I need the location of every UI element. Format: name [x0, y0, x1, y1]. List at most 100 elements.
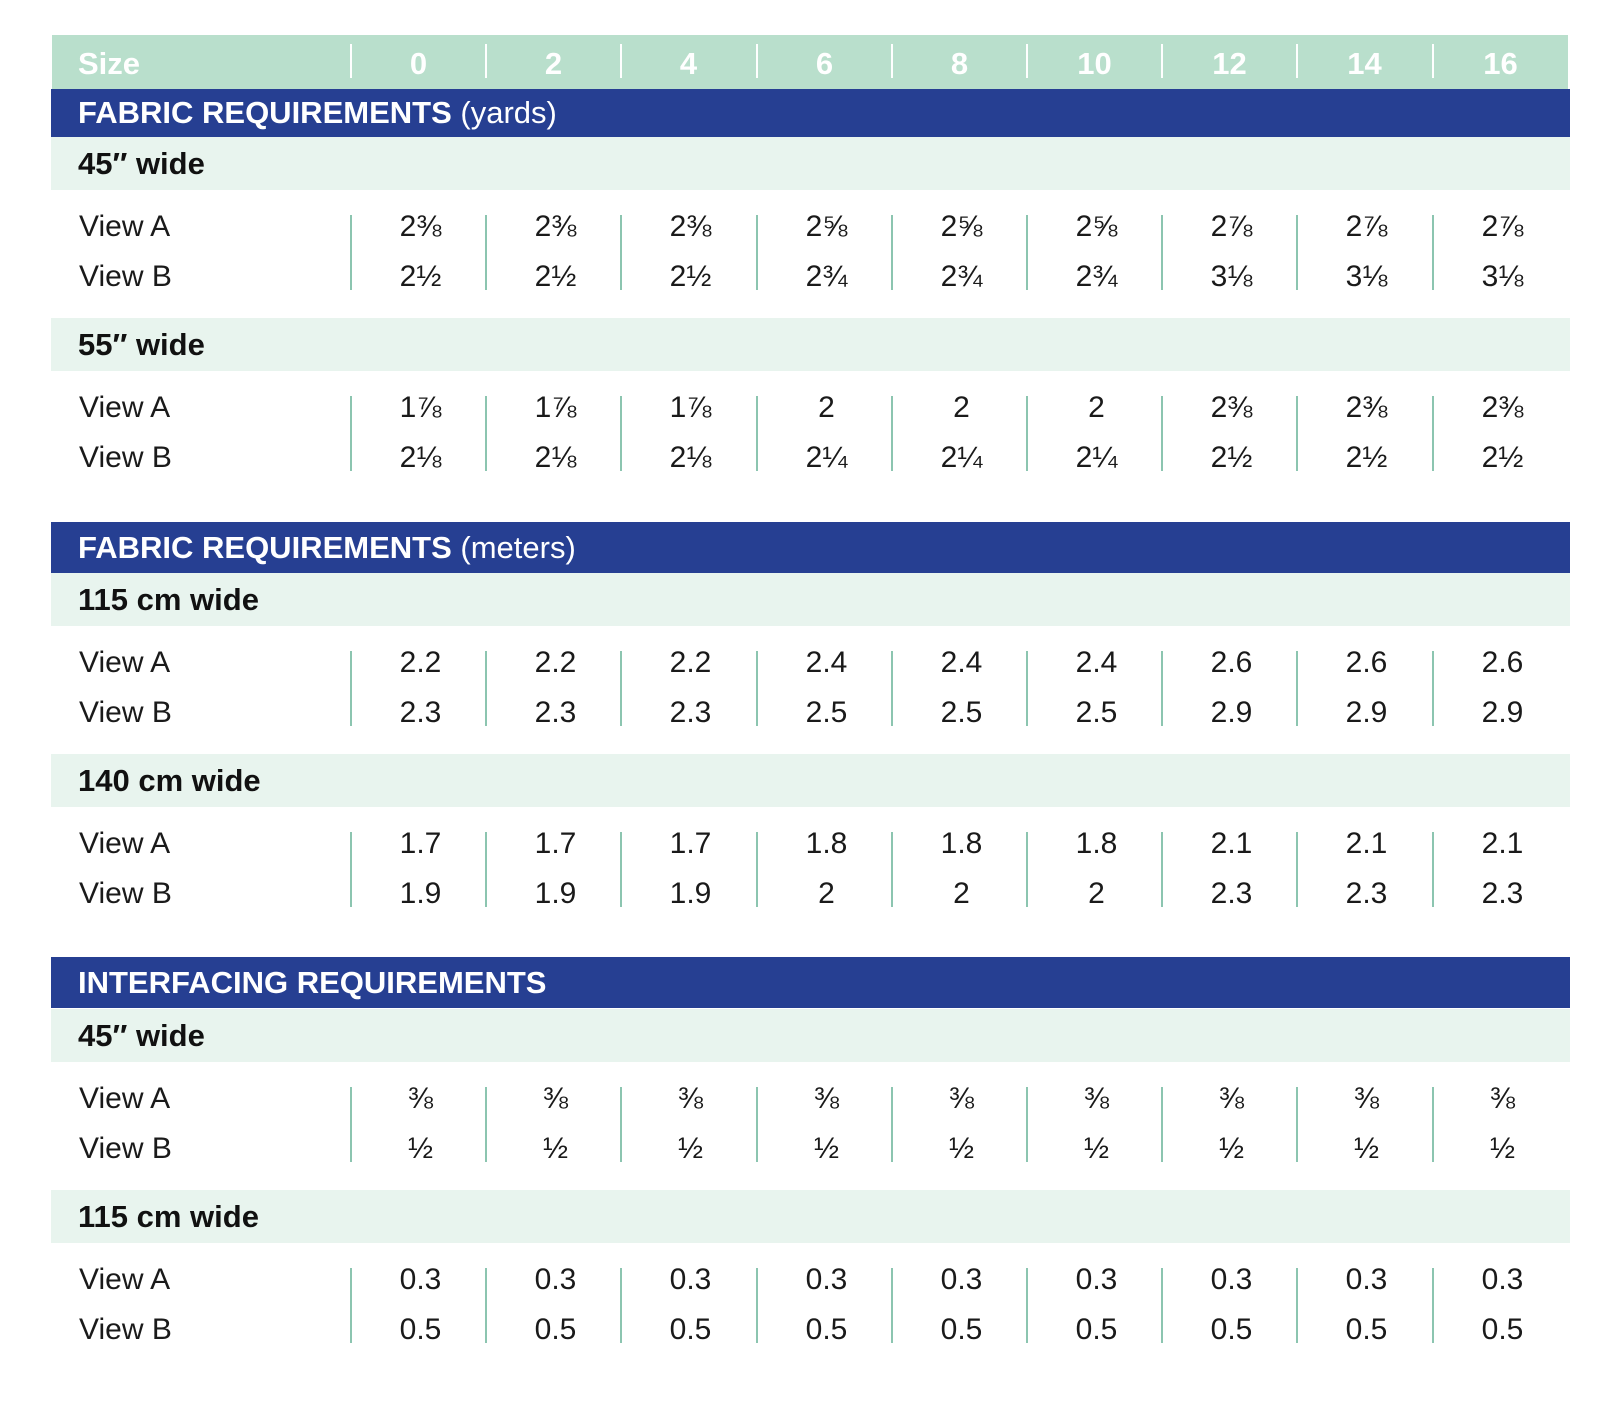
table-cell: 0.3: [1075, 1263, 1118, 1296]
table-cell: 2.6: [1210, 646, 1253, 679]
width-group-header: 55″ wide: [51, 318, 1570, 371]
table-cell: 0.5: [669, 1313, 712, 1346]
section-title: FABRIC REQUIREMENTS: [78, 530, 452, 565]
table-cell: 0.3: [1481, 1263, 1524, 1296]
column-divider: [1161, 832, 1163, 907]
column-divider: [1161, 1268, 1163, 1343]
table-cell: ½: [813, 1132, 840, 1165]
table-cell: 0.5: [1481, 1313, 1524, 1346]
row-label: View A: [79, 1263, 171, 1296]
column-divider: [756, 651, 758, 726]
table-cell: 2⅝: [805, 210, 848, 243]
column-divider: [620, 651, 622, 726]
table-cell: 2.9: [1210, 696, 1253, 729]
table-cell: 1⅞: [669, 391, 712, 424]
table-cell: 1.9: [669, 877, 712, 910]
table-cell: 2: [1088, 391, 1105, 424]
column-divider: [1161, 215, 1163, 290]
table-cell: 2⅜: [399, 210, 442, 243]
column-divider: [485, 832, 487, 907]
table-cell: 2.4: [1075, 646, 1118, 679]
table-cell: 2⅛: [669, 441, 712, 474]
table-cell: 3⅛: [1481, 260, 1524, 293]
table-cell: 1.7: [534, 827, 577, 860]
column-divider: [1296, 1087, 1298, 1162]
table-cell: 2: [818, 391, 835, 424]
column-divider: [1432, 1268, 1434, 1343]
column-divider: [1296, 651, 1298, 726]
table-cell: 2.6: [1481, 646, 1524, 679]
column-divider: [1026, 1268, 1028, 1343]
table-cell: 2¾: [805, 260, 848, 293]
table-cell: 2.2: [534, 646, 577, 679]
table-cell: 2⅝: [940, 210, 983, 243]
table-cell: 1.9: [534, 877, 577, 910]
table-cell: 2.5: [1075, 696, 1118, 729]
table-cell: ⅜: [677, 1082, 704, 1115]
column-divider: [1161, 651, 1163, 726]
row-label: View A: [79, 646, 171, 679]
size-4: 4: [679, 46, 698, 81]
table-cell: 1.7: [669, 827, 712, 860]
table-cell: ½: [677, 1132, 704, 1165]
table-cell: 0.3: [1345, 1263, 1388, 1296]
column-divider: [1161, 44, 1163, 78]
table-cell: 2⅜: [1210, 391, 1253, 424]
table-cell: 2⅜: [1345, 391, 1388, 424]
column-divider: [620, 1087, 622, 1162]
column-divider: [485, 1268, 487, 1343]
row-label: View A: [79, 1082, 171, 1115]
column-divider: [1432, 396, 1434, 471]
table-cell: 2.4: [805, 646, 848, 679]
table-cell: 3⅛: [1345, 260, 1388, 293]
table-cell: 2¾: [940, 260, 983, 293]
size-12: 12: [1212, 46, 1247, 81]
table-cell: 2¼: [940, 441, 983, 474]
column-divider: [1161, 1087, 1163, 1162]
table-cell: ½: [407, 1132, 434, 1165]
table-cell: 2⅜: [1481, 391, 1524, 424]
table-cell: 2.5: [940, 696, 983, 729]
column-divider: [620, 396, 622, 471]
table-cell: 2½: [534, 260, 577, 293]
column-divider: [756, 1268, 758, 1343]
column-divider: [891, 1087, 893, 1162]
table-cell: 2.3: [1345, 877, 1388, 910]
table-cell: 2.1: [1210, 827, 1253, 860]
size-10: 10: [1077, 46, 1112, 81]
table-cell: 0.5: [805, 1313, 848, 1346]
column-divider: [756, 215, 758, 290]
section-title: INTERFACING REQUIREMENTS: [78, 965, 547, 1000]
table-cell: 0.5: [534, 1313, 577, 1346]
table-cell: 2¼: [805, 441, 848, 474]
section-header: INTERFACING REQUIREMENTS: [51, 957, 1570, 1008]
table-cell: 2¼: [1075, 441, 1118, 474]
size-label: Size: [78, 46, 141, 81]
column-divider: [1296, 44, 1298, 78]
table-cell: 0.5: [1210, 1313, 1253, 1346]
table-cell: 2⅞: [1481, 210, 1524, 243]
row-label: View B: [79, 877, 172, 910]
table-cell: 2⅜: [534, 210, 577, 243]
width-group-header: 45″ wide: [51, 137, 1570, 190]
column-divider: [620, 44, 622, 78]
table-cell: 0.5: [1345, 1313, 1388, 1346]
table-cell: ½: [948, 1132, 975, 1165]
table-cell: 2⅝: [1075, 210, 1118, 243]
table-cell: 2.1: [1345, 827, 1388, 860]
table-cell: ½: [1353, 1132, 1380, 1165]
table-cell: ⅜: [1353, 1082, 1380, 1115]
width-group-header: 115 cm wide: [51, 573, 1570, 626]
column-divider: [1296, 1268, 1298, 1343]
table-cell: 2.9: [1345, 696, 1388, 729]
table-cell: 2.4: [940, 646, 983, 679]
row-label: View A: [79, 827, 171, 860]
size-0: 0: [409, 46, 428, 81]
section-header: FABRIC REQUIREMENTS (yards): [51, 89, 1570, 137]
column-divider: [350, 1268, 352, 1343]
column-divider: [485, 215, 487, 290]
table-cell: 0.5: [940, 1313, 983, 1346]
column-divider: [1296, 396, 1298, 471]
table-cell: 2⅛: [534, 441, 577, 474]
table-cell: 2.3: [1481, 877, 1524, 910]
